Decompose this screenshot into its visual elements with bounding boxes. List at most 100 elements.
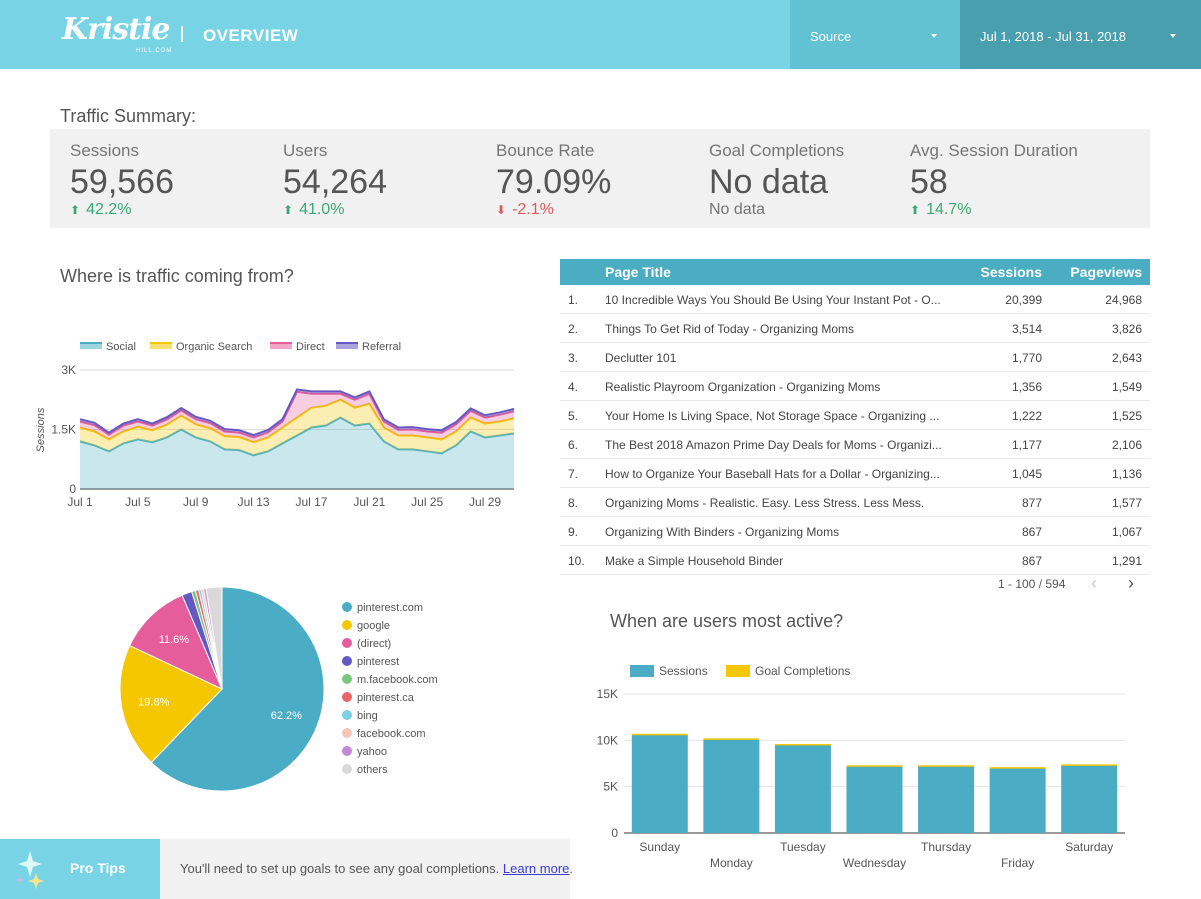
caret-down-icon <box>1170 34 1176 38</box>
metric-label: Bounce Rate <box>496 141 595 160</box>
table-row[interactable]: 2. Things To Get Rid of Today - Organizin… <box>560 314 1150 343</box>
x-tick-label: Sunday <box>639 840 680 854</box>
legend-label: facebook.com <box>357 728 425 740</box>
row-number: 1. <box>568 293 579 307</box>
row-page-title: The Best 2018 Amazon Prime Day Deals for… <box>605 438 942 452</box>
row-page-title: Organizing Moms - Realistic. Easy. Less … <box>605 496 925 510</box>
pro-tips-text-line: You'll need to set up goals to see any g… <box>180 861 573 876</box>
logo-subtext: HILL.COM <box>136 48 173 54</box>
pie-slice-label: 11.6% <box>159 634 190 646</box>
metric-value: 59,566 <box>70 163 174 201</box>
table-row[interactable]: 9. Organizing With Binders - Organizing M… <box>560 517 1150 546</box>
y-tick-label: 5K <box>603 780 618 794</box>
table-header: Page Title Sessions Pageviews <box>560 259 1150 285</box>
top-pages-table: Page Title Sessions Pageviews 1. 10 Incre… <box>560 259 1150 575</box>
row-number: 7. <box>568 467 579 481</box>
legend-swatch <box>630 665 654 677</box>
legend-dot <box>342 692 352 702</box>
date-range-label: Jul 1, 2018 - Jul 31, 2018 <box>980 29 1126 44</box>
legend-swatch <box>80 343 102 349</box>
x-tick-label: Jul 13 <box>238 495 270 509</box>
arrow-up-icon: ⬆ <box>70 203 81 217</box>
legend-swatch <box>336 343 358 349</box>
chevron-left-icon[interactable]: ‹ <box>1091 573 1097 593</box>
pro-tips-suffix: . <box>569 861 574 876</box>
area-organic-search <box>80 399 514 456</box>
row-pageviews: 1,549 <box>1111 380 1142 394</box>
legend-swatch <box>270 343 292 349</box>
pro-tips-text: You'll need to set up goals to see any g… <box>180 861 500 876</box>
legend-label: pinterest <box>357 656 399 668</box>
legend-label: Social <box>106 341 136 353</box>
legend-swatch <box>150 343 172 349</box>
header-divider <box>181 24 183 46</box>
y-tick-label: 10K <box>597 733 618 747</box>
row-sessions: 877 <box>1021 496 1042 510</box>
arrow-up-icon: ⬆ <box>910 203 921 217</box>
traffic-source-pie-chart[interactable]: 62.2% pinterest.com 19.8% google 11.6% (direc… <box>110 580 450 795</box>
logo[interactable]: Kristie HILL.COM <box>58 8 171 60</box>
bar-sessions <box>989 768 1046 833</box>
table-row[interactable]: 3. Declutter 101 1,770 2,643 <box>560 343 1150 372</box>
weekday-bar-chart[interactable]: Sessions Goal Completions 0 5K 10K 15K Sunday M… <box>580 655 1150 875</box>
table-row[interactable]: 8. Organizing Moms - Realistic. Easy. Les… <box>560 488 1150 517</box>
metric-delta-value: 14.7% <box>926 201 972 218</box>
row-sessions: 867 <box>1021 525 1042 539</box>
table-row[interactable]: 5. Your Home Is Living Space, Not Storage… <box>560 401 1150 430</box>
metric-value: 58 <box>910 163 948 201</box>
row-number: 4. <box>568 380 579 394</box>
legend-dot <box>342 746 352 756</box>
table-row[interactable]: 4. Realistic Playroom Organization - Orga… <box>560 372 1150 401</box>
learn-more-link[interactable]: Learn more <box>502 861 570 876</box>
bar-goal-completions <box>631 733 688 736</box>
table-body: 1. 10 Incredible Ways You Should Be Using… <box>560 285 1150 575</box>
x-tick-label: Jul 9 <box>183 495 209 509</box>
legend-item: Sessions <box>630 664 708 678</box>
x-tick-label: Jul 1 <box>67 495 93 509</box>
legend-item: Organic Search <box>150 341 252 353</box>
source-filter[interactable]: Source <box>790 0 960 69</box>
metric-delta: ⬆ 14.7% <box>910 201 971 219</box>
caret-down-icon <box>931 34 937 38</box>
metric-label: Sessions <box>70 141 139 160</box>
row-sessions: 1,356 <box>1011 380 1042 394</box>
legend-item: Referral <box>336 341 401 353</box>
metric-delta-value: 41.0% <box>299 201 345 218</box>
table-row[interactable]: 7. How to Organize Your Baseball Hats for… <box>560 459 1150 488</box>
row-page-title: Organizing With Binders - Organizing Mom… <box>605 525 840 539</box>
table-row[interactable]: 10. Make a Simple Household Binder 867 1,29… <box>560 546 1150 575</box>
chevron-right-icon[interactable]: › <box>1128 573 1134 593</box>
metric-delta: No data <box>709 201 765 219</box>
x-tick-label: Jul 21 <box>353 495 385 509</box>
row-sessions: 1,222 <box>1011 409 1042 423</box>
row-page-title: How to Organize Your Baseball Hats for a… <box>605 467 940 481</box>
date-range-picker[interactable]: Jul 1, 2018 - Jul 31, 2018 <box>960 0 1201 69</box>
column-header-page-title[interactable]: Page Title <box>605 264 671 280</box>
row-page-title: Realistic Playroom Organization - Organi… <box>605 380 881 394</box>
metric-delta-value: No data <box>709 201 766 218</box>
legend-dot <box>342 728 352 738</box>
bar-goal-completions <box>1061 764 1118 766</box>
row-pageviews: 2,643 <box>1111 351 1142 365</box>
bar-goal-completions <box>703 738 760 740</box>
pro-tips-message: You'll need to set up goals to see any g… <box>160 839 573 899</box>
x-tick-label: Jul 17 <box>295 495 327 509</box>
legend-label: Sessions <box>659 664 708 678</box>
traffic-source-title: Where is traffic coming from? <box>60 266 294 286</box>
legend-label: bing <box>357 710 378 722</box>
legend-label: yahoo <box>357 746 387 758</box>
traffic-area-chart[interactable]: Social Organic Search Direct Referral 0 1.5K 3… <box>30 330 530 520</box>
row-number: 9. <box>568 525 579 539</box>
row-pageviews: 1,067 <box>1111 525 1142 539</box>
row-number: 5. <box>568 409 579 423</box>
row-number: 2. <box>568 322 579 336</box>
legend-label: google <box>357 620 390 632</box>
traffic-summary-panel: Sessions 59,566 ⬆ 42.2% Users 54,264 ⬆ 41.… <box>50 129 1150 228</box>
row-number: 6. <box>568 438 579 452</box>
legend-label: pinterest.com <box>357 602 423 614</box>
table-row[interactable]: 6. The Best 2018 Amazon Prime Day Deals f… <box>560 430 1150 459</box>
table-row[interactable]: 1. 10 Incredible Ways You Should Be Using… <box>560 285 1150 314</box>
row-page-title: Your Home Is Living Space, Not Storage S… <box>605 409 940 423</box>
column-header-pageviews[interactable]: Pageviews <box>1070 264 1142 280</box>
column-header-sessions[interactable]: Sessions <box>980 264 1042 280</box>
